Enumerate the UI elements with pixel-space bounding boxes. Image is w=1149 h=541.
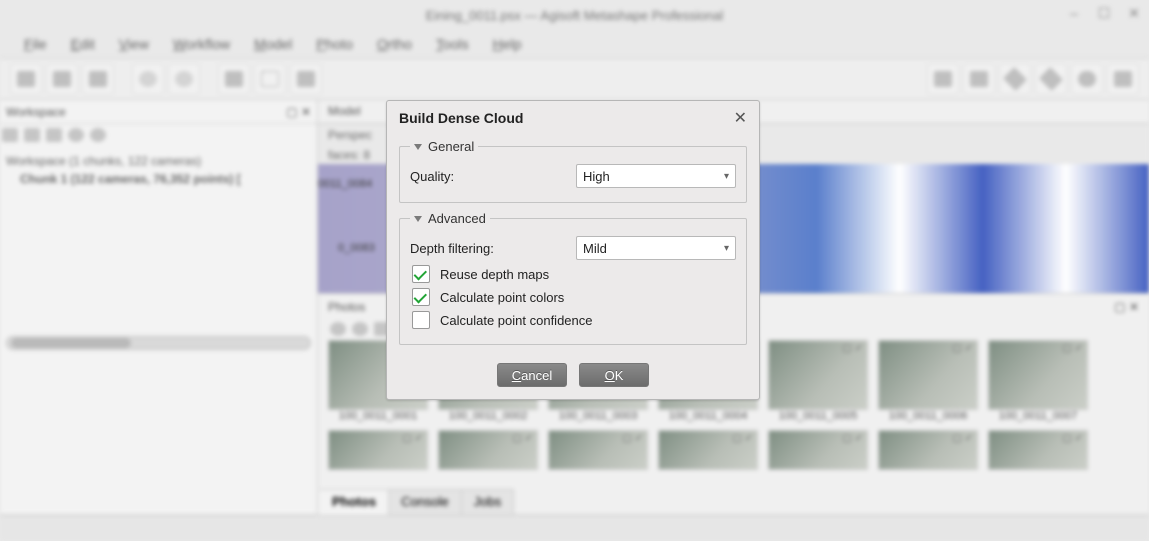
dialog-titlebar: Build Dense Cloud ✕ [387,101,759,135]
group-advanced: Advanced Depth filtering: Mild ▾ Reuse d… [399,211,747,345]
tab-workspace[interactable]: Workspace [0,515,94,541]
viewport-label: 0011_0084 [318,178,372,190]
ws-icon-1[interactable] [2,128,18,142]
chevron-down-icon: ▾ [724,171,729,182]
group-general-label: General [428,139,474,154]
ph-icon-1[interactable] [330,322,346,336]
photo-thumbnail[interactable] [658,430,758,470]
reuse-depth-maps-label: Reuse depth maps [440,267,549,282]
window-title: Eining_0011.psx — Agisoft Metashape Prof… [426,8,724,23]
toolbar-select-icon[interactable] [218,63,250,95]
photo-thumbnail[interactable] [768,430,868,470]
menu-tools[interactable]: Tools [426,32,479,56]
thumbnail-grid-row2 [328,430,1139,470]
menu-help[interactable]: Help [483,32,532,56]
toolbar [0,58,1149,100]
statusbar [0,515,1149,541]
toolbar-undo-icon[interactable] [132,63,164,95]
collapse-icon[interactable] [414,216,422,222]
menu-workflow[interactable]: Workflow [163,32,240,56]
quality-value: High [583,169,610,184]
group-advanced-label: Advanced [428,211,486,226]
tab-console[interactable]: Console [389,489,462,515]
group-general: General Quality: High ▾ [399,139,747,203]
workspace-panel-title: Workspace ▢ ✕ [0,100,317,124]
photo-thumbnail[interactable] [328,430,428,470]
menu-file[interactable]: File [14,32,57,56]
chevron-down-icon: ▾ [724,243,729,254]
menu-ortho[interactable]: Ortho [367,32,422,56]
dialog-title: Build Dense Cloud [399,110,523,126]
workspace-toolbar [0,124,317,146]
maximize-icon[interactable]: ☐ [1095,4,1113,22]
photo-thumbnail[interactable] [438,430,538,470]
workspace-chunk[interactable]: Chunk 1 (122 cameras, 76,352 points) [ [6,172,311,186]
photo-thumbnail[interactable] [878,430,978,470]
quality-select[interactable]: High ▾ [576,164,736,188]
workspace-hscroll[interactable] [6,336,311,350]
photo-thumbnail[interactable]: 100_0011_0005 [768,340,868,422]
ws-icon-5[interactable] [90,128,106,142]
calculate-point-confidence-checkbox[interactable] [412,311,430,329]
tab-reference[interactable]: Reference [94,515,179,541]
calculate-point-colors-label: Calculate point colors [440,290,564,305]
center-bottom-tabs: Photos Console Jobs [320,489,514,515]
toolbar-open-icon[interactable] [46,63,78,95]
photo-thumbnail[interactable]: 100_0011_0006 [878,340,978,422]
calculate-point-colors-checkbox[interactable] [412,288,430,306]
quality-label: Quality: [410,169,576,184]
photos-panel-title: Photos [328,300,365,314]
menu-edit[interactable]: Edit [61,32,105,56]
depth-filtering-label: Depth filtering: [410,241,576,256]
toolbar-shape2-icon[interactable] [1035,63,1067,95]
close-icon[interactable]: ✕ [1125,4,1143,22]
app-root: Eining_0011.psx — Agisoft Metashape Prof… [0,0,1149,541]
left-bottom-tabs: Workspace Reference [0,515,179,541]
menu-photo[interactable]: Photo [306,32,363,56]
menubar: File Edit View Workflow Model Photo Orth… [0,30,1149,58]
tab-photos[interactable]: Photos [320,489,389,515]
minimize-icon[interactable]: – [1065,4,1083,22]
workspace-summary[interactable]: Workspace (1 chunks, 122 cameras) [6,154,311,168]
photo-thumbnail[interactable]: 100_0011_0007 [988,340,1088,422]
depth-filtering-select[interactable]: Mild ▾ [576,236,736,260]
ok-button[interactable]: OK [579,363,649,387]
toolbar-shape1-icon[interactable] [999,63,1031,95]
build-dense-cloud-dialog: Build Dense Cloud ✕ General Quality: Hig… [386,100,760,400]
toolbar-new-icon[interactable] [10,63,42,95]
tab-jobs[interactable]: Jobs [462,489,514,515]
collapse-icon[interactable] [414,144,422,150]
toolbar-redo-icon[interactable] [168,63,200,95]
depth-filtering-value: Mild [583,241,607,256]
menu-model[interactable]: Model [244,32,302,56]
viewport-label: 0_0083 [338,242,375,254]
toolbar-grid2-icon[interactable] [963,63,995,95]
toolbar-rect-icon[interactable] [254,63,286,95]
toolbar-mask-icon[interactable] [290,63,322,95]
calculate-point-confidence-label: Calculate point confidence [440,313,593,328]
dialog-close-icon[interactable]: ✕ [734,108,747,128]
toolbar-misc-icon[interactable] [1107,63,1139,95]
photo-thumbnail[interactable] [548,430,648,470]
toolbar-grid1-icon[interactable] [927,63,959,95]
toolbar-cloud-icon[interactable] [1071,63,1103,95]
toolbar-save-icon[interactable] [82,63,114,95]
cancel-button[interactable]: Cancel [497,363,567,387]
ws-icon-4[interactable] [68,128,84,142]
photos-panel-controls[interactable]: ▢ ✕ [1114,300,1139,314]
tab-model[interactable]: Model [328,104,361,118]
ws-icon-3[interactable] [46,128,62,142]
reuse-depth-maps-checkbox[interactable] [412,265,430,283]
menu-view[interactable]: View [109,32,159,56]
ph-icon-2[interactable] [352,322,368,336]
ws-icon-2[interactable] [24,128,40,142]
titlebar: Eining_0011.psx — Agisoft Metashape Prof… [0,0,1149,30]
photo-thumbnail[interactable] [988,430,1088,470]
workspace-panel: Workspace ▢ ✕ Workspace (1 chunks, 122 c… [0,100,318,513]
